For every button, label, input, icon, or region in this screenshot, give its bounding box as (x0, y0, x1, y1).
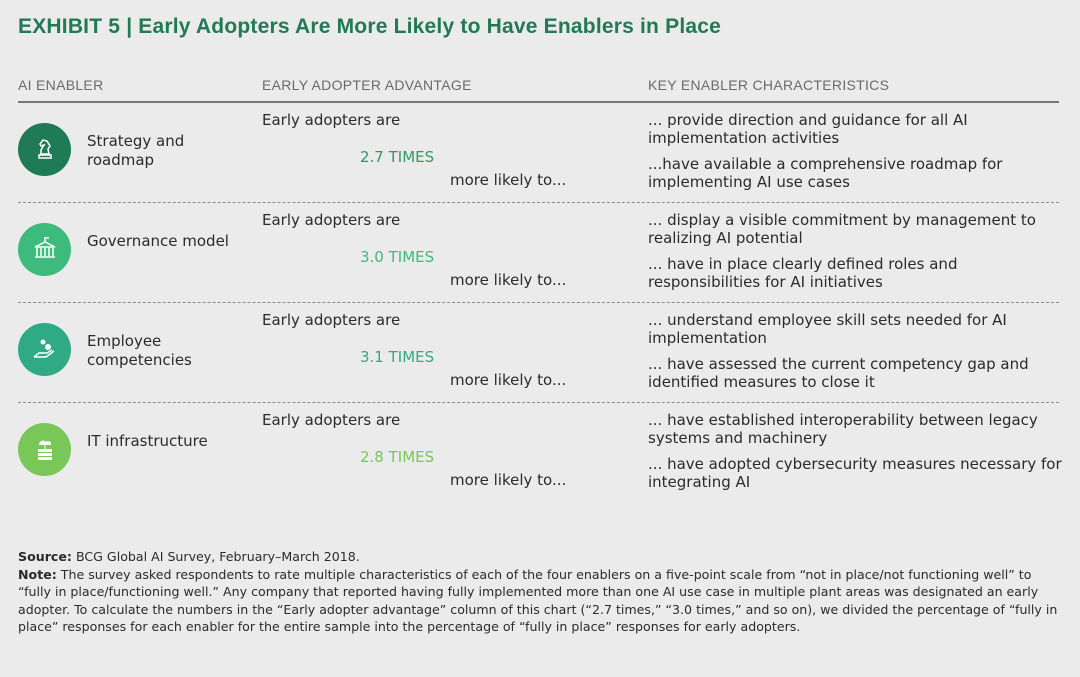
hand-with-coins-icon (18, 323, 71, 376)
enabler-label: Strategy and roadmap (87, 132, 185, 169)
header-characteristics: KEY ENABLER CHARACTERISTICS (648, 77, 890, 93)
advantage-prefix: Early adopters are (262, 311, 401, 329)
note-label: Note: (18, 566, 57, 582)
advantage-suffix: more likely to... (450, 371, 567, 389)
header-divider (18, 101, 1059, 103)
characteristic-2: ... have assessed the current competency… (648, 355, 1029, 391)
note-text: The survey asked respondents to rate mul… (18, 566, 1058, 635)
chess-knight-icon (18, 123, 71, 176)
characteristic-2: ...have available a comprehensive roadma… (648, 155, 1003, 191)
advantage-prefix: Early adopters are (262, 211, 401, 229)
enabler-row: Strategy and roadmap Early adopters are … (18, 103, 1059, 203)
characteristic-2: ... have adopted cybersecurity measures … (648, 455, 1062, 491)
page-title: EXHIBIT 5 | Early Adopters Are More Like… (18, 15, 721, 38)
advantage-times: 2.7 TIMES (360, 148, 435, 166)
row-divider (18, 202, 1059, 203)
advantage-times: 2.8 TIMES (360, 448, 435, 466)
enabler-label: Employee competencies (87, 332, 192, 369)
characteristic-1: ... provide direction and guidance for a… (648, 111, 968, 147)
row-divider (18, 402, 1059, 403)
enabler-row: Employee competencies Early adopters are… (18, 303, 1059, 403)
footnote: Source: BCG Global AI Survey, February–M… (18, 548, 1063, 636)
characteristic-1: ... display a visible commitment by mana… (648, 211, 1036, 247)
advantage-times: 3.1 TIMES (360, 348, 435, 366)
advantage-prefix: Early adopters are (262, 111, 401, 129)
advantage-prefix: Early adopters are (262, 411, 401, 429)
cloud-server-icon (18, 423, 71, 476)
enabler-label: Governance model (87, 232, 229, 250)
enabler-row: Governance model Early adopters are 3.0 … (18, 203, 1059, 303)
government-building-icon (18, 223, 71, 276)
header-advantage: EARLY ADOPTER ADVANTAGE (262, 77, 472, 93)
header-ai-enabler: AI ENABLER (18, 77, 104, 93)
source-label: Source: (18, 549, 72, 564)
advantage-suffix: more likely to... (450, 171, 567, 189)
advantage-suffix: more likely to... (450, 471, 567, 489)
characteristic-1: ... have established interoperability be… (648, 411, 1038, 447)
row-divider (18, 302, 1059, 303)
source-text: BCG Global AI Survey, February–March 201… (71, 549, 360, 564)
advantage-times: 3.0 TIMES (360, 248, 435, 266)
advantage-suffix: more likely to... (450, 271, 567, 289)
enabler-label: IT infrastructure (87, 432, 208, 450)
enabler-row: IT infrastructure Early adopters are 2.8… (18, 403, 1062, 503)
characteristic-1: ... understand employee skill sets neede… (648, 311, 1007, 347)
characteristic-2: ... have in place clearly defined roles … (648, 255, 958, 291)
